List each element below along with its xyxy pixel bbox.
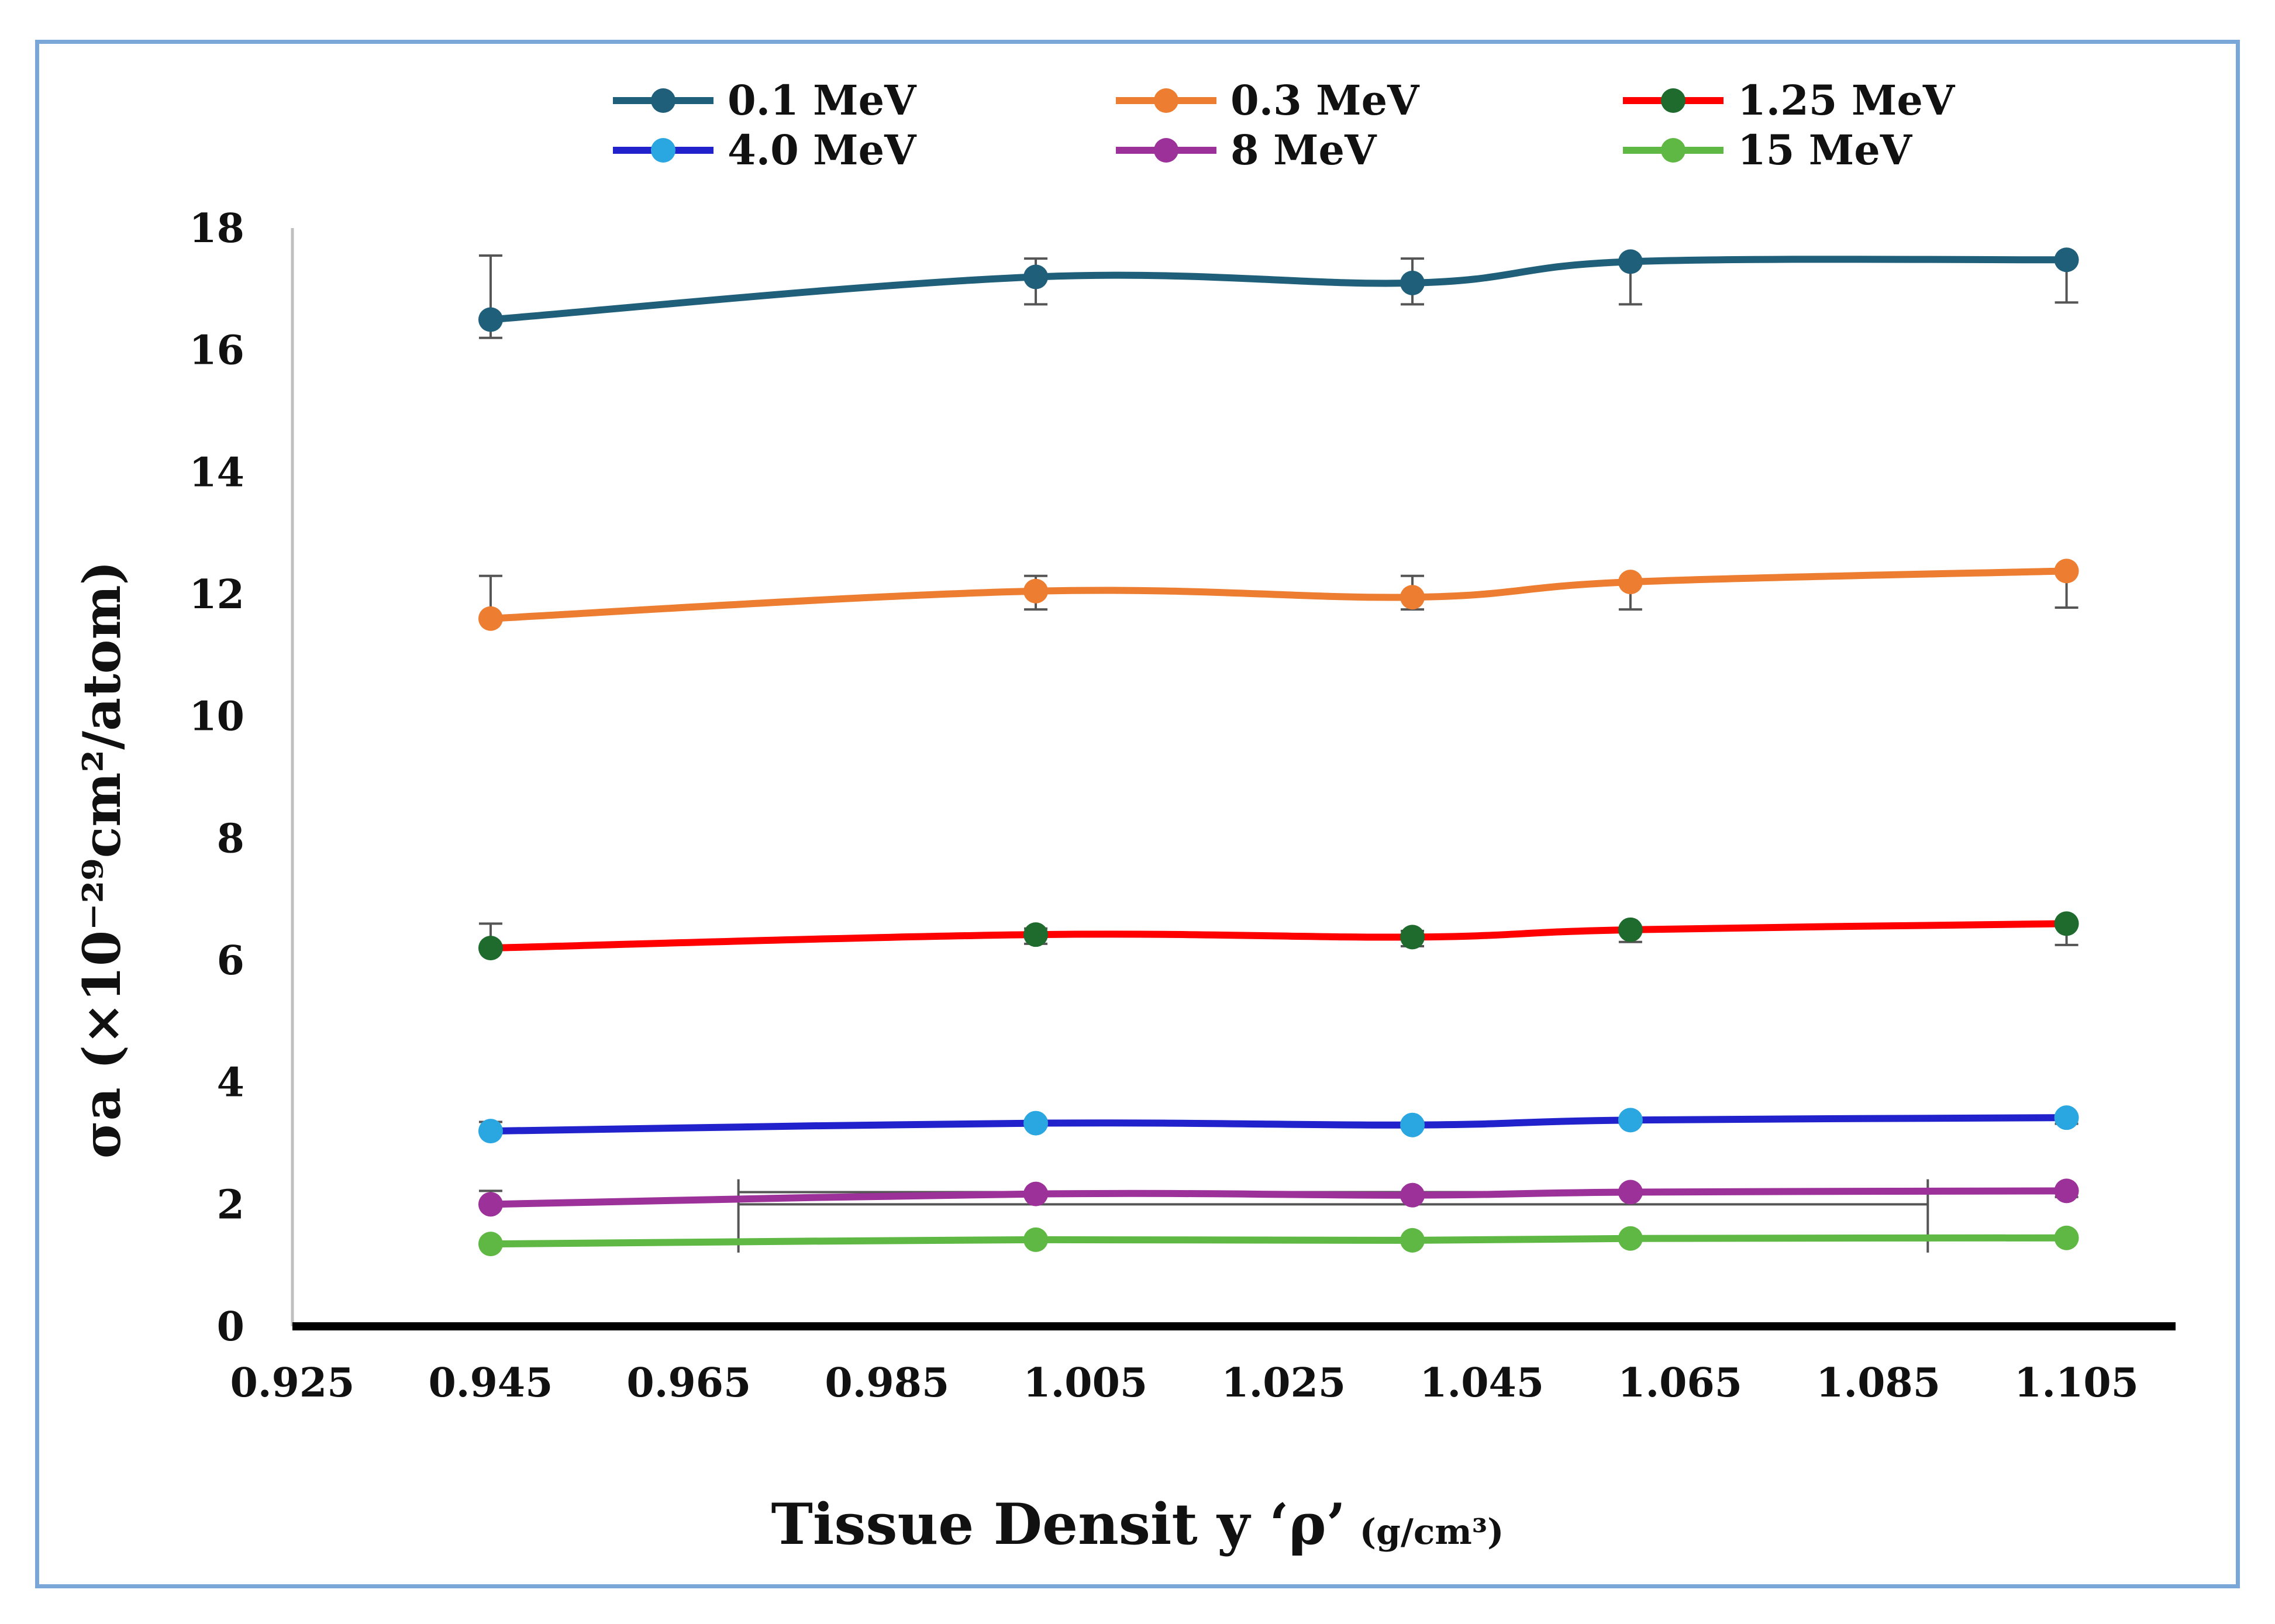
axes	[291, 228, 2176, 1330]
data-point	[478, 936, 503, 961]
error-bars	[478, 254, 2078, 1205]
data-point	[478, 1232, 503, 1257]
data-points	[478, 247, 2079, 1257]
series-line	[487, 567, 2070, 622]
data-point	[1618, 917, 1643, 942]
legend-label: 4.0 MeV	[728, 126, 917, 174]
legend-swatch-marker	[1154, 138, 1178, 163]
data-point	[2054, 247, 2079, 273]
legend-label: 0.3 MeV	[1230, 76, 1420, 125]
y-tick-labels: 0 2 4 6 8 10 12 14 16 18	[189, 205, 244, 1350]
y-tick-label: 16	[189, 327, 244, 374]
x-tick-label: 0.965	[626, 1360, 751, 1406]
x-tick-label: 0.985	[825, 1360, 949, 1406]
legend-label: 15 MeV	[1738, 126, 1913, 174]
x-tick-label: 1.065	[1618, 1360, 1742, 1406]
data-point	[478, 1192, 503, 1217]
x-tick-label: 1.085	[1816, 1360, 1940, 1406]
legend-swatch-marker	[1154, 88, 1178, 113]
x-tick-label: 1.005	[1023, 1360, 1147, 1406]
x-axis-title-text: Tissue Densit y ‘ρ’	[771, 1491, 1346, 1557]
data-point	[2054, 1105, 2079, 1130]
data-point	[1023, 922, 1049, 947]
legend: 0.1 MeV 0.3 MeV 1.25 MeV 4.0 MeV 8 MeV 15 MeV	[613, 76, 1956, 174]
data-point	[478, 1119, 503, 1144]
data-point	[1618, 249, 1643, 274]
series-line	[487, 1234, 2070, 1248]
y-axis-title: σa (×10⁻²⁹cm²/atom)	[71, 561, 132, 1158]
y-tick-label: 10	[189, 694, 244, 740]
y-tick-label: 4	[217, 1060, 244, 1106]
x-tick-label: 1.105	[2014, 1360, 2139, 1406]
series-line	[487, 1114, 2070, 1135]
x-tick-label: 1.025	[1221, 1360, 1346, 1406]
legend-swatch-marker	[1661, 138, 1685, 163]
data-point	[1400, 585, 1425, 610]
data-point	[1023, 578, 1049, 604]
x-tick-label: 0.945	[428, 1360, 553, 1406]
y-tick-label: 2	[217, 1181, 244, 1228]
data-point	[1023, 1111, 1049, 1136]
y-tick-label: 8	[217, 815, 244, 862]
y-axis-title-text: σa (×10⁻²⁹cm²/atom)	[71, 561, 132, 1158]
data-point	[1023, 1227, 1049, 1252]
data-point	[2054, 911, 2079, 936]
x-axis-title: Tissue Densit y ‘ρ’ (g/cm³)	[771, 1491, 1504, 1557]
data-point	[1400, 270, 1425, 295]
data-point	[1023, 1181, 1049, 1206]
x-tick-label: 1.045	[1419, 1360, 1544, 1406]
series-line	[487, 1187, 2070, 1208]
legend-label: 8 MeV	[1230, 126, 1377, 174]
data-point	[1400, 1112, 1425, 1137]
data-point	[2054, 558, 2079, 584]
series-lines	[487, 256, 2070, 1248]
data-point	[1618, 1226, 1643, 1251]
legend-swatch-marker	[651, 138, 675, 163]
data-point	[1618, 1108, 1643, 1133]
legend-swatch-marker	[1661, 88, 1685, 113]
data-point	[1400, 1182, 1425, 1208]
x-tick-label: 0.925	[230, 1360, 355, 1406]
legend-label: 0.1 MeV	[728, 76, 917, 125]
y-tick-label: 0	[217, 1304, 244, 1350]
data-point	[1400, 925, 1425, 950]
data-point	[1618, 1180, 1643, 1205]
data-point	[2054, 1178, 2079, 1204]
data-point	[1618, 570, 1643, 595]
legend-label: 1.25 MeV	[1738, 76, 1956, 125]
data-point	[1400, 1228, 1425, 1253]
series-line	[487, 920, 2070, 952]
y-tick-label: 12	[189, 571, 244, 618]
x-tick-labels: 0.925 0.945 0.965 0.985 1.005 1.025 1.045 1.065…	[230, 1360, 2139, 1406]
data-point	[478, 606, 503, 631]
data-point	[2054, 1225, 2079, 1250]
y-tick-label: 6	[217, 937, 244, 984]
series-line	[487, 256, 2070, 323]
legend-swatch-marker	[651, 88, 675, 113]
data-point	[478, 307, 503, 332]
y-tick-label: 18	[189, 205, 244, 252]
x-axis-title-units: (g/cm³)	[1360, 1512, 1504, 1553]
data-point	[1023, 264, 1049, 289]
y-tick-label: 14	[189, 449, 244, 496]
